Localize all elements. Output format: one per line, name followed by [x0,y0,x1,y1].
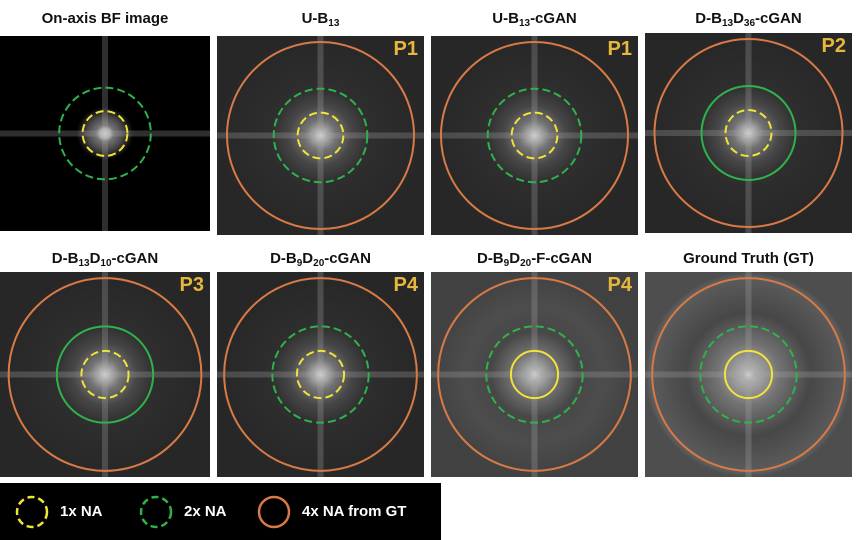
na-circle-1x [296,111,345,160]
panel-u-b13-cgan: P1 [431,36,638,235]
badge-p1: P1 [393,38,418,60]
legend-label-4x-na: 4x NA from GT [302,503,407,520]
na-circle-2x [55,325,155,424]
na-circle-4x [653,38,844,228]
badge-p4: P4 [393,274,418,296]
legend-label-1x-na: 1x NA [60,503,103,520]
na-circle-2x [699,325,798,424]
panel-title-d-b9d20-cgan: D-B9D20-cGAN [270,250,371,269]
na-circle-1x [724,109,773,157]
legend-label-2x-na: 2x NA [184,503,227,520]
legend-item-1x-na: 1x NA [14,483,103,540]
spectrum-image [0,36,210,231]
na-circle-4x [437,277,632,472]
na-circle-2x [272,87,369,184]
panel-title-d-b13d36-cgan: D-B13D36-cGAN [695,10,802,29]
spectrum-image [217,272,424,477]
legend-item-4x-na: 4x NA from GT [256,483,406,540]
badge-p2: P2 [821,35,846,57]
na-circle-4x [651,277,846,472]
na-circle-4x [7,277,203,472]
panel-d-b9d20-cgan: P4 [217,272,424,477]
spectrum-image [645,272,852,477]
na-circle-1x [509,349,560,400]
badge-p4: P4 [607,274,632,296]
panel-title-d-b13d10-cgan: D-B13D10-cGAN [51,250,159,269]
solid-circle-icon [257,495,291,528]
na-circle-2x [58,86,152,181]
panel-title-ground-truth: Ground Truth (GT) [683,250,814,267]
panel-title-u-b13-cgan: U-B13-cGAN [492,10,577,29]
panel-d-b13d10-cgan: P3 [0,272,210,477]
na-circle-2x [486,87,583,184]
panel-u-b13: P1 [217,36,424,235]
na-circle-1x [80,349,130,400]
panel-title-u-b13: U-B13 [301,10,340,29]
spectrum-image [431,36,638,235]
legend: 1x NA 2x NA 4x NA from GT [0,483,441,540]
panel-on-axis-bf [0,36,210,231]
na-circle-4x [223,277,418,472]
spectrum-image [217,36,424,235]
panel-d-b9d20-f-cgan: P4 [431,272,638,477]
spectrum-image [431,272,638,477]
na-circle-2x [700,85,797,181]
spectrum-image [645,33,852,233]
panel-d-b13d36-cgan: P2 [645,33,852,233]
na-circle-1x [510,111,559,160]
dashed-circle-icon [15,495,49,528]
dashed-circle-icon [139,495,173,528]
panel-ground-truth [645,272,852,477]
na-circle-2x [485,325,584,424]
panel-title-on-axis-bf: On-axis BF image [41,10,169,27]
na-circle-1x [295,349,346,400]
na-circle-4x [439,40,630,231]
na-circle-2x [271,325,370,424]
na-circle-1x [81,110,129,157]
badge-p1: P1 [607,38,632,60]
badge-p3: P3 [179,274,204,296]
panel-title-d-b9d20-f-cgan: D-B9D20-F-cGAN [476,250,593,269]
na-circle-4x [225,40,416,231]
na-circle-1x [723,349,774,400]
legend-item-2x-na: 2x NA [138,483,227,540]
spectrum-image [0,272,210,477]
